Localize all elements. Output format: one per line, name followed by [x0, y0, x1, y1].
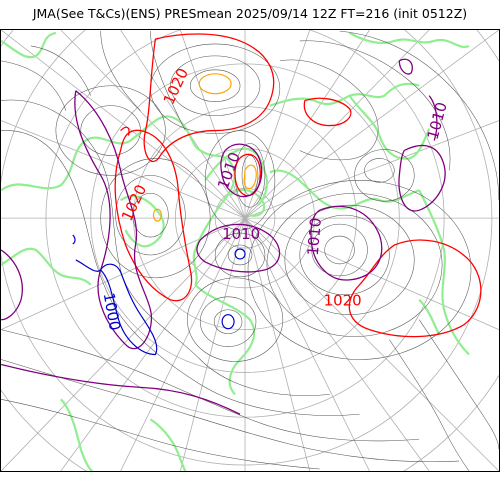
isobar: [187, 277, 284, 362]
isobar-high: [198, 73, 232, 95]
contour-label-1010: 1010: [222, 225, 260, 243]
isobar-1000: [100, 263, 158, 356]
meridian: [1, 120, 246, 219]
coastlines: [1, 31, 470, 471]
isobar-1000: [221, 314, 235, 330]
isobar-1020: [120, 126, 130, 136]
isobar-1010: [196, 223, 281, 273]
isobar: [1, 99, 330, 396]
isobar: [170, 55, 261, 116]
isobar: [100, 30, 141, 111]
isobar: [266, 192, 443, 337]
isobars-high: [152, 73, 257, 222]
isobar: [214, 232, 266, 278]
isobar-high: [243, 164, 257, 190]
isobar: [311, 223, 368, 277]
isobar-1010: [310, 205, 383, 281]
isobar-1020: [143, 33, 275, 163]
meridian: [60, 30, 246, 219]
meridian: [179, 30, 246, 219]
meridian: [244, 30, 430, 219]
meridian: [244, 30, 370, 219]
isobar: [299, 214, 390, 296]
chart-title: JMA(See T&Cs)(ENS) PRESmean 2025/09/14 1…: [32, 6, 468, 21]
coastline-scandinavia: [348, 95, 431, 160]
isobar-1000: [234, 248, 246, 260]
coastline-labrador: [194, 284, 256, 396]
isobar: [284, 204, 415, 315]
isobar-1010: [220, 143, 263, 198]
isobar-1010: [398, 58, 413, 75]
isobar-high: [152, 208, 162, 222]
isobar-1010: [74, 90, 153, 350]
coastline-europe: [269, 82, 420, 107]
isobar: [100, 158, 211, 279]
isobar: [132, 192, 169, 238]
isobar-1010: [1, 249, 23, 321]
contour-label-1020: 1020: [118, 182, 150, 224]
isobar: [227, 244, 253, 266]
meridian: [1, 217, 246, 471]
meridian: [244, 217, 499, 331]
coastline-asia-north: [349, 32, 470, 49]
coastline-asia-east: [418, 189, 470, 356]
isobar: [247, 180, 472, 360]
contour-label-1000: 1000: [100, 291, 124, 332]
isobar: [354, 149, 415, 202]
isobar: [55, 85, 166, 176]
coastline-south-america: [60, 398, 94, 471]
meridian: [179, 218, 246, 471]
isobar: [1, 329, 420, 442]
contour-label-1020: 1020: [324, 292, 362, 310]
isobars-1020: [114, 33, 482, 338]
isobar: [115, 175, 186, 256]
meridian: [244, 217, 430, 471]
isobar-1020: [303, 97, 352, 127]
isobar: [339, 30, 499, 201]
meridian: [244, 217, 499, 471]
isobar: [1, 60, 67, 111]
coastline-russia-arctic: [269, 169, 420, 210]
isobar: [189, 69, 241, 102]
isobar: [1, 130, 360, 416]
coastline-africa: [149, 418, 187, 471]
coastline-pacific-rim: [1, 247, 92, 286]
isobar-1010: [428, 95, 438, 141]
meridian: [244, 217, 370, 471]
isobar-1000: [72, 234, 76, 245]
meridian: [60, 217, 246, 471]
isobar: [30, 45, 91, 96]
meridian: [244, 218, 311, 471]
isobar: [204, 130, 276, 231]
isobar: [1, 399, 320, 470]
isobar-1010: [1, 363, 241, 415]
isobar: [279, 59, 379, 161]
isobar: [364, 158, 395, 183]
isobar: [1, 359, 460, 463]
isobar: [389, 339, 470, 471]
pressure-map: 1020 1020 1010 1010 1010 1010 1020 1000: [0, 29, 500, 472]
isobar-1020: [114, 129, 193, 302]
coastline-north-america: [1, 115, 236, 286]
meridian: [244, 120, 499, 219]
meridian: [120, 217, 246, 471]
isobar: [299, 40, 451, 171]
isobar: [150, 30, 186, 131]
isobar: [419, 319, 499, 450]
meridian: [1, 30, 246, 219]
isobar: [324, 235, 355, 265]
isobars-1010: [1, 58, 446, 415]
coastline-west-coast: [1, 31, 57, 59]
isobar: [199, 296, 257, 347]
isobars-minor: [1, 30, 499, 471]
contour-label-1010: 1010: [304, 217, 325, 256]
coastline-japan: [418, 299, 441, 336]
isobar-1020: [348, 239, 482, 338]
isobar: [213, 309, 243, 334]
isobar-1000: [75, 259, 102, 272]
isobar-1010: [398, 144, 446, 212]
meridian: [244, 30, 311, 219]
isobars-1000: [72, 234, 246, 356]
